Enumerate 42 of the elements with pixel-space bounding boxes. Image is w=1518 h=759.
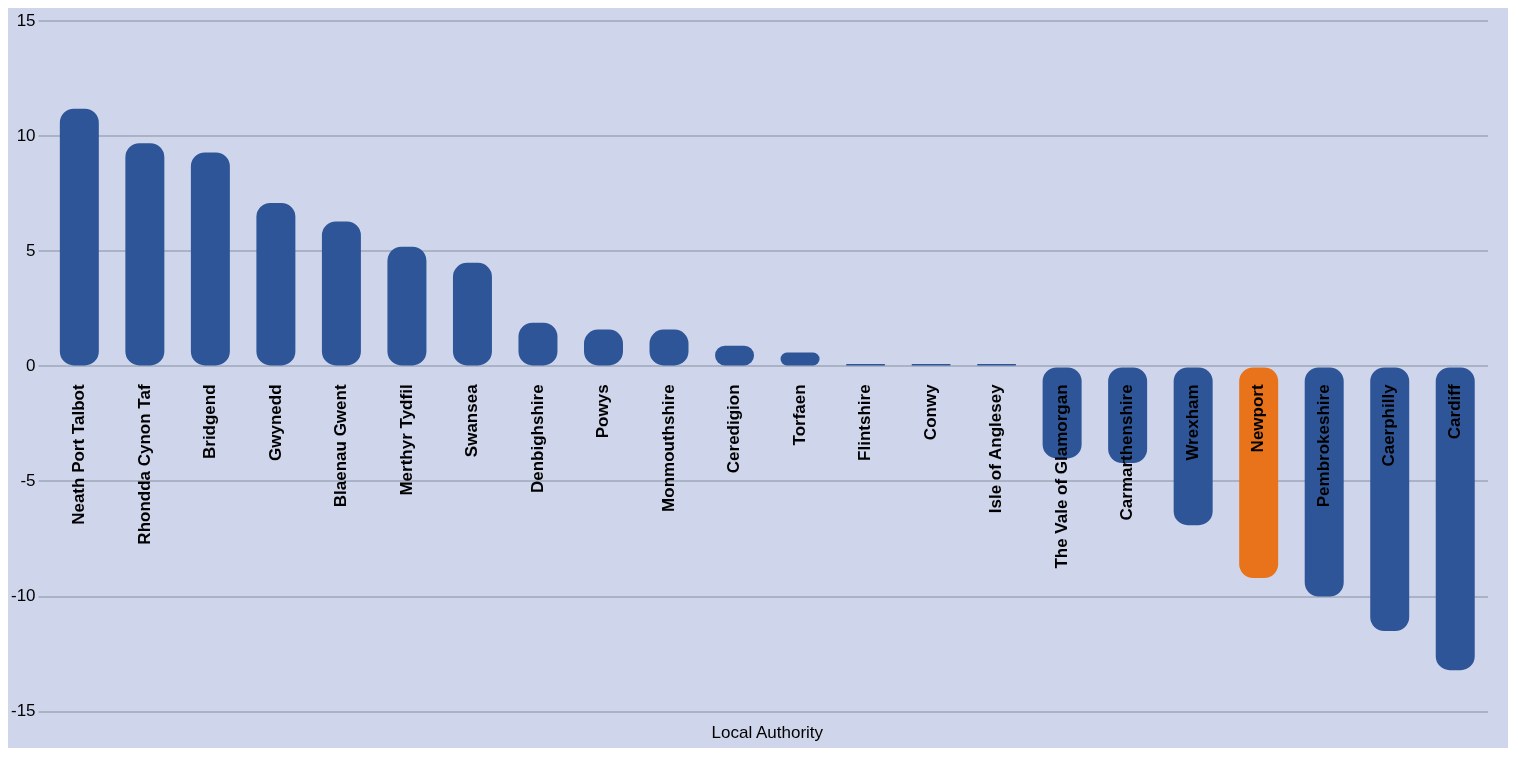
bar xyxy=(1304,367,1344,597)
x-tick-label: Ceredigion xyxy=(724,384,744,474)
y-tick-label: -10 xyxy=(10,586,36,606)
x-axis-title: Local Authority xyxy=(711,723,824,743)
x-tick-label: Neath Port Talbot xyxy=(69,384,89,525)
x-tick-label: Powys xyxy=(593,384,613,439)
x-tick-label: Monmouthshire xyxy=(658,384,678,512)
bar xyxy=(1435,367,1475,671)
x-tick-label: Caerphilly xyxy=(1379,383,1399,467)
y-tick-label: 15 xyxy=(16,10,36,30)
y-tick-label: 0 xyxy=(26,356,36,376)
bar xyxy=(256,203,296,366)
bar xyxy=(190,152,230,366)
x-tick-label: Flintshire xyxy=(855,384,875,461)
x-tick-label: Merthyr Tydfil xyxy=(396,384,416,496)
x-tick-label: Carmarthenshire xyxy=(1117,384,1137,521)
bar xyxy=(125,143,165,366)
x-tick-label: Torfaen xyxy=(789,384,809,446)
y-tick-label: 5 xyxy=(26,241,36,261)
x-tick-label: Isle of Anglesey xyxy=(986,383,1006,514)
bar xyxy=(452,262,492,366)
x-tick-label: Denbighshire xyxy=(527,384,547,494)
x-tick-label: Wrexham xyxy=(1182,384,1202,461)
x-tick-label: Bridgend xyxy=(200,384,220,460)
x-tick-label: Gwynedd xyxy=(265,384,285,461)
x-tick-label: Rhondda Cynon Taf xyxy=(134,384,154,545)
y-tick-label: -15 xyxy=(10,701,36,721)
y-tick-label: 10 xyxy=(16,125,36,145)
bar xyxy=(59,108,99,366)
bar xyxy=(1239,367,1279,579)
x-tick-label: Cardiff xyxy=(1444,384,1464,440)
bar xyxy=(321,221,361,366)
bar xyxy=(1173,367,1213,526)
x-tick-label: Newport xyxy=(1248,384,1268,453)
x-tick-label: Pembrokeshire xyxy=(1313,384,1333,508)
y-tick-label: -5 xyxy=(20,471,36,491)
x-tick-label: The Vale of Glamorgan xyxy=(1051,384,1071,569)
bar xyxy=(387,246,427,366)
bar xyxy=(1370,367,1410,632)
x-tick-label: Blaenau Gwent xyxy=(331,384,351,508)
x-tick-label: Conwy xyxy=(920,383,940,441)
x-tick-label: Swansea xyxy=(462,383,482,458)
